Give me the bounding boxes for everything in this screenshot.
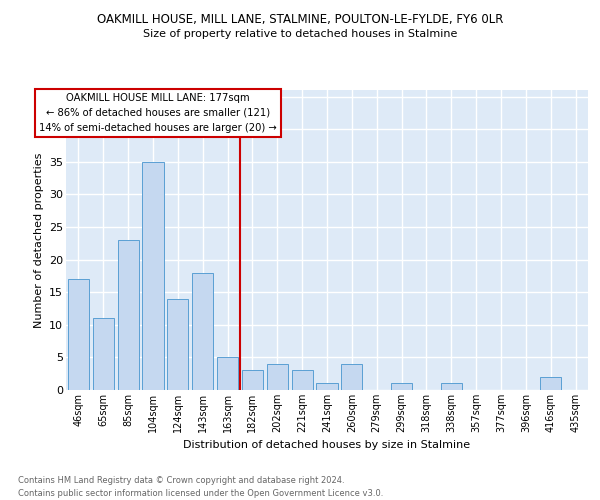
Bar	[242, 370, 263, 390]
Bar	[118, 240, 139, 390]
Bar	[68, 279, 89, 390]
Y-axis label: Number of detached properties: Number of detached properties	[34, 152, 44, 328]
Bar	[341, 364, 362, 390]
Bar	[391, 384, 412, 390]
Bar	[540, 377, 561, 390]
Bar	[167, 298, 188, 390]
X-axis label: Distribution of detached houses by size in Stalmine: Distribution of detached houses by size …	[184, 440, 470, 450]
Bar	[93, 318, 114, 390]
Text: Size of property relative to detached houses in Stalmine: Size of property relative to detached ho…	[143, 29, 457, 39]
Bar	[192, 272, 213, 390]
Bar	[316, 384, 338, 390]
Bar	[217, 358, 238, 390]
Bar	[441, 384, 462, 390]
Bar	[292, 370, 313, 390]
Bar	[142, 162, 164, 390]
Text: OAKMILL HOUSE, MILL LANE, STALMINE, POULTON-LE-FYLDE, FY6 0LR: OAKMILL HOUSE, MILL LANE, STALMINE, POUL…	[97, 12, 503, 26]
Text: Contains HM Land Registry data © Crown copyright and database right 2024.
Contai: Contains HM Land Registry data © Crown c…	[18, 476, 383, 498]
Bar	[267, 364, 288, 390]
Text: OAKMILL HOUSE MILL LANE: 177sqm
← 86% of detached houses are smaller (121)
14% o: OAKMILL HOUSE MILL LANE: 177sqm ← 86% of…	[39, 93, 277, 132]
